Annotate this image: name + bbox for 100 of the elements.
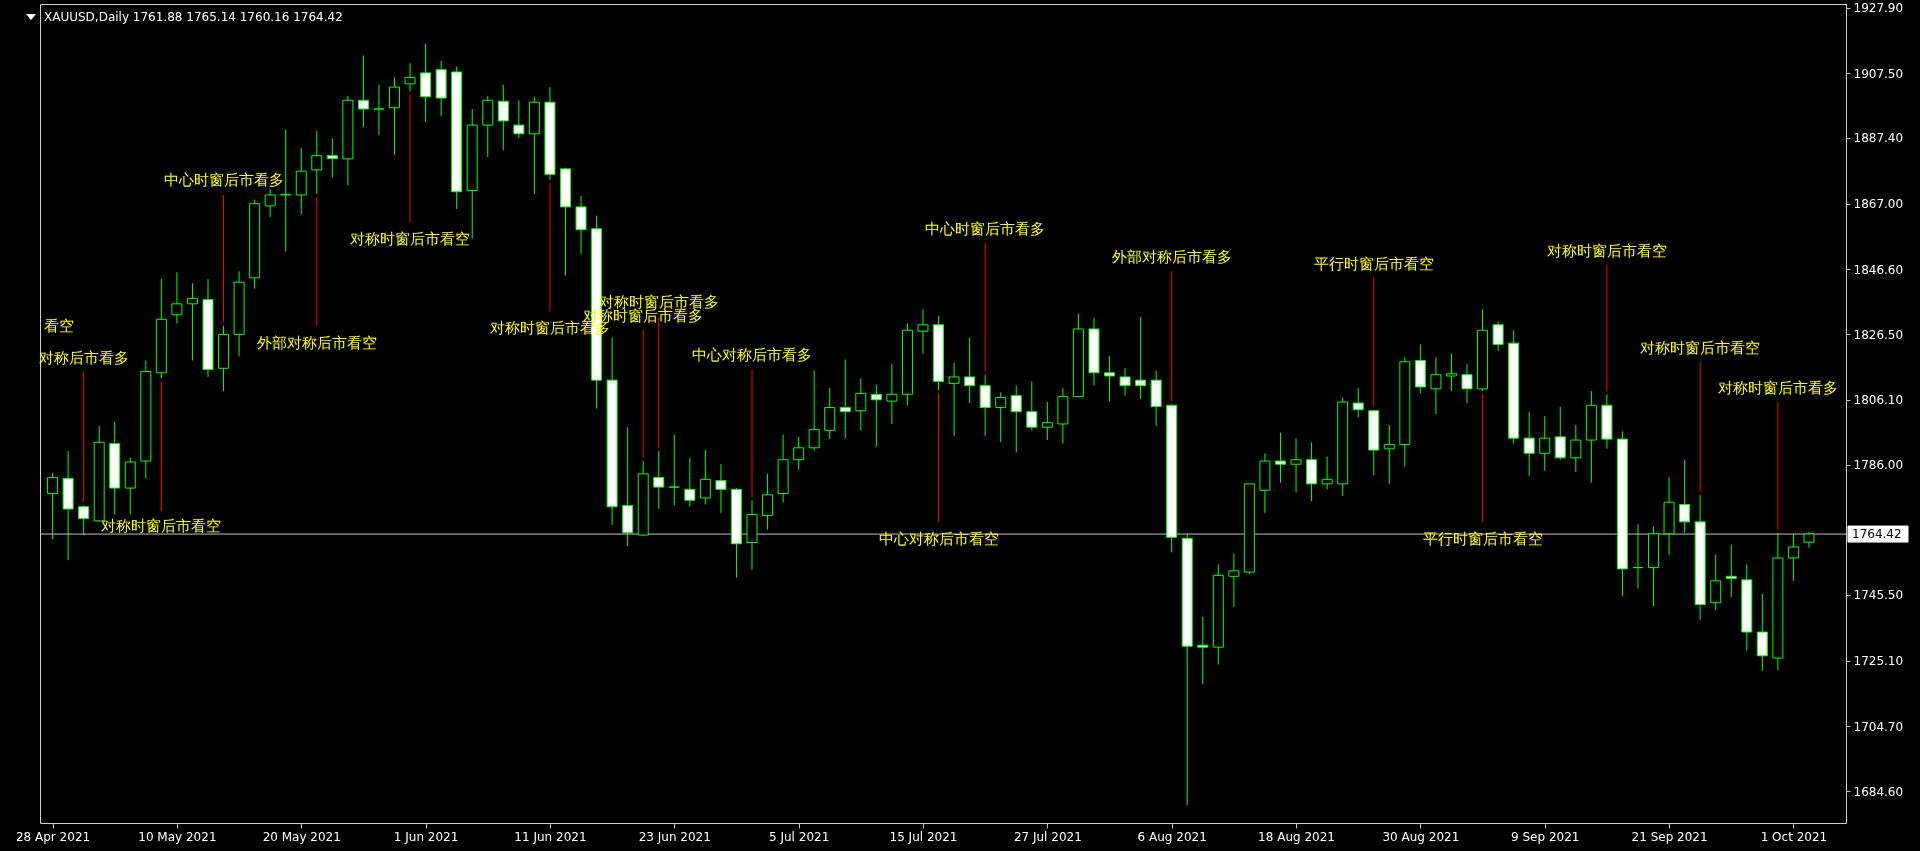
candlestick	[839, 359, 851, 439]
y-tick-label: 1704.70	[1853, 719, 1904, 734]
annotation: 对称时窗后市看空	[350, 229, 471, 248]
text: XAUUSD,Daily 1761.88 1765.14 1760.16 1764.42	[44, 10, 343, 24]
candlestick	[1430, 356, 1442, 415]
candlestick	[1756, 593, 1768, 672]
y-tick-label: 1806.10	[1853, 393, 1904, 408]
candlestick	[1554, 406, 1566, 461]
candlestick	[995, 391, 1007, 443]
candlestick	[1679, 459, 1691, 534]
candlestick	[824, 387, 836, 440]
candlestick	[964, 337, 976, 404]
x-tick-label: 30 Aug 2021	[1382, 829, 1460, 844]
x-tick-label: 11 Jun 2021	[514, 829, 587, 844]
annotation: 平行时窗后市看空	[1313, 254, 1434, 273]
candlestick	[668, 434, 680, 506]
y-tick-label: 1887.40	[1853, 131, 1904, 146]
candlestick	[1352, 387, 1364, 418]
y-tick-label: 1867.00	[1853, 197, 1904, 212]
x-tick-label: 18 Aug 2021	[1258, 829, 1335, 844]
x-tick-label: 1 Jun 2021	[393, 829, 459, 844]
annotation: 对称时窗后市看空	[1640, 338, 1761, 357]
candlestick	[186, 282, 198, 362]
x-tick-label: 20 May 2021	[262, 829, 341, 844]
candlestick	[1026, 380, 1038, 431]
candlestick	[47, 472, 59, 540]
y-tick-label: 1826.50	[1853, 327, 1904, 342]
candlestick	[1523, 411, 1535, 477]
candlestick	[78, 504, 90, 536]
candlestick	[1570, 424, 1582, 473]
candlestick	[326, 137, 338, 179]
candlestick	[1228, 552, 1240, 608]
candlestick	[295, 147, 307, 216]
candlestick	[1383, 424, 1395, 485]
annotation: 对称时窗后市看多	[1717, 378, 1838, 397]
candlestick	[311, 130, 323, 195]
candlestick	[420, 43, 432, 123]
candlestick	[1041, 401, 1053, 441]
candlestick	[793, 436, 805, 471]
candlestick	[1274, 432, 1286, 484]
candlestick	[404, 62, 416, 93]
candlestick	[948, 362, 960, 437]
x-tick-label: 21 Sep 2021	[1631, 829, 1708, 844]
ref-line-label: 1764.42	[1852, 527, 1902, 542]
annotation: 中心对称后市看多	[692, 346, 813, 365]
x-tick-label: 23 Jun 2021	[638, 829, 711, 844]
candlestick	[1539, 415, 1551, 472]
annotation: 对称时窗后市看空	[101, 516, 222, 535]
y-tick-label: 1745.50	[1853, 588, 1904, 603]
candlestick	[1632, 523, 1644, 590]
candlestick	[513, 99, 525, 139]
x-tick-label: 5 Jul 2021	[769, 829, 830, 844]
annotation: 中心时窗后市看多	[163, 170, 284, 189]
candlestick	[1492, 321, 1504, 352]
annotation: 对称时窗后市看空	[1546, 241, 1667, 260]
candlestick	[762, 473, 774, 531]
annotation: 中心对称后市看空	[878, 530, 999, 549]
y-tick-label: 1725.10	[1853, 654, 1904, 669]
candlestick	[264, 189, 276, 218]
candlestick	[715, 463, 727, 514]
annotation: 看空	[44, 316, 74, 335]
candlestick	[373, 84, 385, 136]
candlestick	[389, 76, 401, 156]
y-tick-label: 1907.50	[1853, 66, 1904, 81]
x-tick-label: 6 Aug 2021	[1137, 829, 1207, 844]
candlestick	[1104, 355, 1116, 402]
candlestick	[653, 450, 665, 510]
x-tick-label: 15 Jul 2021	[889, 829, 958, 844]
candlestick	[1787, 533, 1799, 582]
candlestick	[699, 449, 711, 505]
candlestick	[1119, 367, 1131, 397]
y-tick-label: 1684.60	[1853, 784, 1904, 799]
candlestick	[870, 384, 882, 448]
candlestick	[1135, 316, 1147, 400]
annotation: 平行时窗后市看空	[1422, 530, 1543, 549]
candlestick	[1725, 544, 1737, 598]
candlestick	[917, 308, 929, 355]
candlestick	[171, 271, 183, 324]
candlestick	[1197, 616, 1209, 685]
y-tick-label: 1846.60	[1853, 262, 1904, 277]
x-tick-label: 10 May 2021	[138, 829, 217, 844]
x-tick-label: 9 Sep 2021	[1511, 829, 1580, 844]
annotation: 外部对称后市看多	[1111, 248, 1232, 267]
x-tick-label: 27 Jul 2021	[1013, 829, 1082, 844]
y-tick-label: 1786.00	[1853, 458, 1904, 473]
candlestick	[1445, 353, 1457, 392]
candlestick	[808, 370, 820, 452]
x-tick-label: 28 Apr 2021	[15, 829, 91, 844]
candlestick	[575, 195, 587, 255]
candlestick	[684, 457, 696, 508]
annotation: 外部对称后市看空	[256, 334, 377, 353]
candlestick	[1290, 437, 1302, 494]
x-tick-label: 1 Oct 2021	[1760, 829, 1828, 844]
y-tick-label: 1927.90	[1853, 1, 1904, 16]
candlestick	[1710, 554, 1722, 611]
candlestick	[1010, 385, 1022, 453]
candlestick	[357, 55, 369, 128]
candlestick	[886, 363, 898, 425]
candlestick	[855, 377, 867, 431]
candlestick	[497, 84, 509, 151]
